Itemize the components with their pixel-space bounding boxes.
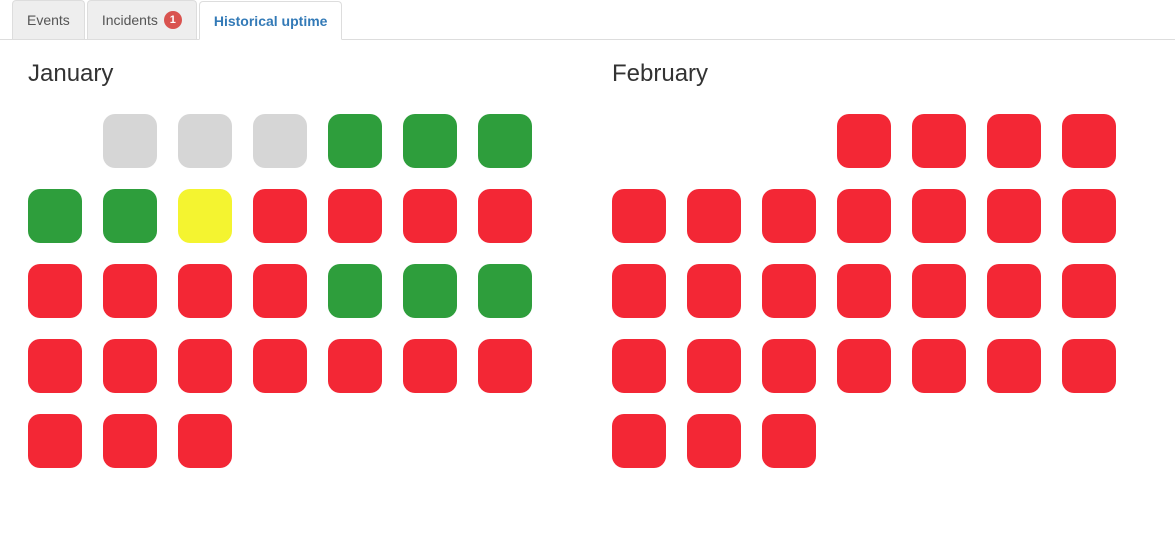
day-cell[interactable] bbox=[762, 414, 816, 468]
month-title: February bbox=[612, 60, 1116, 88]
day-cell[interactable] bbox=[687, 264, 741, 318]
day-cell[interactable] bbox=[478, 264, 532, 318]
day-cell[interactable] bbox=[912, 264, 966, 318]
day-cell[interactable] bbox=[687, 414, 741, 468]
tabs-bar: Events Incidents 1 Historical uptime bbox=[0, 0, 1175, 40]
day-cell[interactable] bbox=[612, 414, 666, 468]
day-cell[interactable] bbox=[28, 414, 82, 468]
day-cell[interactable] bbox=[1062, 114, 1116, 168]
day-cell[interactable] bbox=[837, 264, 891, 318]
month-grid bbox=[612, 114, 1116, 468]
day-cell[interactable] bbox=[403, 114, 457, 168]
day-cell[interactable] bbox=[1062, 189, 1116, 243]
day-cell[interactable] bbox=[28, 264, 82, 318]
day-cell[interactable] bbox=[987, 114, 1041, 168]
day-cell[interactable] bbox=[478, 189, 532, 243]
day-cell[interactable] bbox=[687, 339, 741, 393]
day-cell[interactable] bbox=[103, 339, 157, 393]
day-cell[interactable] bbox=[328, 114, 382, 168]
day-cell[interactable] bbox=[912, 339, 966, 393]
day-cell[interactable] bbox=[178, 114, 232, 168]
day-cell[interactable] bbox=[103, 189, 157, 243]
day-cell[interactable] bbox=[328, 339, 382, 393]
month-january: January bbox=[28, 60, 532, 468]
day-cell[interactable] bbox=[1062, 339, 1116, 393]
day-cell[interactable] bbox=[403, 189, 457, 243]
tab-label: Historical uptime bbox=[214, 14, 328, 28]
month-grid bbox=[28, 114, 532, 468]
uptime-content: January February bbox=[0, 40, 1175, 468]
day-cell[interactable] bbox=[478, 339, 532, 393]
day-cell[interactable] bbox=[987, 264, 1041, 318]
day-cell[interactable] bbox=[912, 189, 966, 243]
tab-uptime[interactable]: Historical uptime bbox=[199, 1, 343, 40]
day-cell[interactable] bbox=[687, 189, 741, 243]
day-cell[interactable] bbox=[837, 339, 891, 393]
day-cell[interactable] bbox=[253, 189, 307, 243]
day-cell[interactable] bbox=[612, 264, 666, 318]
day-cell[interactable] bbox=[103, 264, 157, 318]
month-february: February bbox=[612, 60, 1116, 468]
day-cell[interactable] bbox=[28, 339, 82, 393]
day-cell[interactable] bbox=[253, 114, 307, 168]
month-title: January bbox=[28, 60, 532, 88]
day-cell[interactable] bbox=[762, 189, 816, 243]
tab-label: Incidents bbox=[102, 13, 158, 27]
day-cell[interactable] bbox=[403, 339, 457, 393]
day-cell[interactable] bbox=[178, 339, 232, 393]
day-cell[interactable] bbox=[612, 339, 666, 393]
tab-label: Events bbox=[27, 13, 70, 27]
day-cell[interactable] bbox=[253, 264, 307, 318]
day-cell[interactable] bbox=[178, 414, 232, 468]
day-cell[interactable] bbox=[253, 339, 307, 393]
day-cell[interactable] bbox=[328, 264, 382, 318]
day-cell[interactable] bbox=[612, 189, 666, 243]
day-cell[interactable] bbox=[762, 339, 816, 393]
day-cell[interactable] bbox=[987, 189, 1041, 243]
day-cell[interactable] bbox=[328, 189, 382, 243]
day-cell[interactable] bbox=[837, 114, 891, 168]
day-cell[interactable] bbox=[403, 264, 457, 318]
day-cell[interactable] bbox=[103, 114, 157, 168]
day-cell[interactable] bbox=[103, 414, 157, 468]
day-cell[interactable] bbox=[478, 114, 532, 168]
incidents-badge: 1 bbox=[164, 11, 182, 29]
day-cell[interactable] bbox=[178, 264, 232, 318]
tab-events[interactable]: Events bbox=[12, 0, 85, 39]
day-cell[interactable] bbox=[1062, 264, 1116, 318]
tab-incidents[interactable]: Incidents 1 bbox=[87, 0, 197, 39]
day-cell[interactable] bbox=[912, 114, 966, 168]
day-cell[interactable] bbox=[178, 189, 232, 243]
day-cell[interactable] bbox=[987, 339, 1041, 393]
day-cell[interactable] bbox=[762, 264, 816, 318]
day-cell[interactable] bbox=[837, 189, 891, 243]
day-cell[interactable] bbox=[28, 189, 82, 243]
